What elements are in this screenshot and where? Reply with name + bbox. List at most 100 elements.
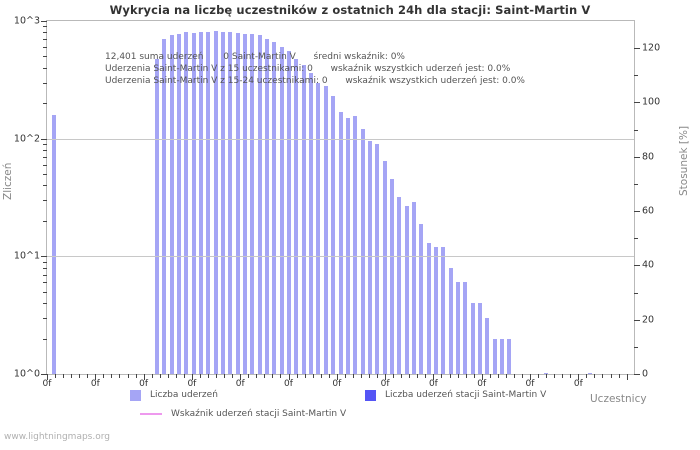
legend-label: Wskaźnik uderzeń stacji Saint-Martin V: [171, 409, 347, 419]
x-axis-tick: [626, 374, 628, 380]
y-axis-minor-tick: [43, 39, 47, 41]
y-axis-minor-tick: [43, 267, 47, 269]
x-axis-minor-tick: [594, 374, 596, 378]
bar: [397, 196, 402, 374]
bar: [265, 39, 270, 374]
legend-line-icon: [140, 413, 162, 415]
legend-item-strikes[interactable]: Liczba uderzeń: [130, 388, 218, 402]
y-axis-right-minor-tick: [634, 75, 638, 77]
bar: [243, 34, 248, 374]
y-axis-right-tick-label: 80: [642, 151, 655, 163]
legend-item-station-strikes[interactable]: Liczba uderzeń stacji Saint-Martin V: [365, 388, 546, 402]
x-axis-minor-tick: [320, 374, 322, 378]
bar: [250, 33, 255, 374]
y-axis-right-tick: [634, 374, 640, 375]
y-axis-minor-tick: [43, 261, 47, 263]
y-axis-tick: [41, 256, 47, 258]
x-axis-minor-tick: [296, 374, 298, 378]
legend-swatch-icon: [365, 389, 376, 401]
x-axis-minor-tick: [441, 374, 443, 378]
annotation-row: Uderzenia Saint-Martin V z 15-24 uczestn…: [105, 75, 665, 87]
x-axis-tick: [240, 374, 242, 380]
x-axis-tick-label: 0f: [284, 379, 293, 389]
x-axis-minor-tick: [248, 374, 250, 378]
x-axis-minor-tick: [111, 374, 113, 378]
y-axis-right-tick: [634, 265, 640, 267]
y-axis-right-tick-label: 0: [642, 368, 649, 380]
x-axis-tick: [530, 374, 531, 380]
y-axis-right-tick: [634, 102, 640, 104]
x-axis-tick-label: 0f: [187, 379, 197, 389]
x-axis-minor-tick: [352, 374, 354, 378]
x-axis-minor-tick: [159, 374, 161, 378]
bar: [411, 201, 416, 374]
bar: [367, 141, 372, 374]
plot-area: 10^3 10^2 10^1 10^0 120 100 80 60 40 20 0 0f 0f 0f 0…: [14, 16, 660, 390]
legend-row-secondary: Wskaźnik uderzeń stacji Saint-Martin V: [0, 407, 700, 421]
x-axis-tick-label: 0f: [477, 379, 487, 389]
x-axis-minor-tick: [425, 374, 427, 378]
bar: [155, 58, 160, 374]
x-axis-tick-label: 0f: [90, 379, 100, 389]
x-axis-minor-tick: [208, 374, 209, 378]
x-axis-minor-tick: [71, 374, 73, 378]
annotation-row: 12,401 suma uderzeń 0 Saint-Martin V śre…: [105, 51, 665, 63]
y-axis-minor-tick: [43, 26, 47, 28]
y-axis-minor-tick: [43, 164, 47, 166]
x-axis-minor-tick: [538, 374, 540, 378]
x-axis-minor-tick: [554, 374, 556, 378]
watermark: www.lightningmaps.org: [4, 432, 110, 442]
y-axis-minor-tick: [43, 317, 47, 319]
legend-item-station-rate[interactable]: Wskaźnik uderzeń stacji Saint-Martin V: [140, 407, 346, 421]
y-axis-left-tick-label: 10^1: [13, 250, 40, 262]
x-axis-tick: [191, 374, 193, 380]
bar: [455, 282, 460, 374]
y-axis-minor-tick: [43, 32, 47, 34]
legend-row-primary: Liczba uderzeń Liczba uderzeń stacji Sai…: [0, 388, 700, 402]
bar: [587, 373, 592, 374]
x-axis-minor-tick: [344, 374, 346, 378]
x-axis-minor-tick: [199, 374, 201, 378]
x-axis-tick: [47, 374, 48, 380]
bar: [294, 58, 299, 374]
x-axis-tick: [385, 374, 387, 380]
y-axis-minor-tick: [43, 338, 47, 340]
x-axis-tick: [481, 374, 483, 380]
chart-title: Wykrycia na liczbę uczestników z ostatni…: [109, 3, 591, 17]
bar: [309, 73, 314, 374]
y-axis-left-tick-label: 10^0: [13, 368, 40, 380]
y-axis-minor-tick: [43, 56, 47, 58]
annotation-total: Uderzenia Saint-Martin V z 15 uczestnika…: [105, 64, 313, 74]
x-axis-tick-label: 0f: [380, 379, 390, 389]
bar: [463, 282, 468, 374]
x-axis-minor-tick: [55, 374, 57, 378]
y-axis-minor-tick: [43, 82, 47, 84]
x-axis-minor-tick: [562, 374, 564, 378]
x-axis-tick-label: 0f: [573, 379, 583, 389]
annotation-block: 12,401 suma uderzeń 0 Saint-Martin V śre…: [105, 51, 665, 87]
bar: [257, 35, 262, 374]
y-axis-right-tick: [634, 319, 640, 321]
x-axis-tick: [95, 374, 97, 380]
y-axis-minor-tick: [43, 185, 47, 187]
x-axis-minor-tick: [417, 374, 419, 378]
y-axis-right-tick-label: 100: [642, 96, 661, 108]
y-axis-right-tick: [634, 48, 640, 50]
gridline: [47, 138, 634, 140]
annotation-rate: średni wskaźnik: 0%: [313, 52, 405, 62]
x-axis-tick-label: 0f: [428, 379, 438, 389]
y-axis-minor-tick: [43, 282, 47, 284]
y-axis-minor-tick: [43, 200, 47, 202]
bar: [507, 338, 512, 374]
bar: [228, 31, 233, 374]
x-axis-minor-tick: [360, 374, 362, 378]
bar: [353, 116, 358, 374]
x-axis-minor-tick: [312, 374, 314, 378]
annotation-rate: wskaźnik wszystkich uderzeń jest: 0.0%: [330, 64, 511, 74]
x-axis-minor-tick: [610, 374, 612, 378]
x-axis-minor-tick: [87, 374, 89, 378]
x-axis-minor-tick: [473, 374, 475, 378]
bar: [345, 117, 350, 374]
x-axis-minor-tick: [63, 374, 65, 378]
